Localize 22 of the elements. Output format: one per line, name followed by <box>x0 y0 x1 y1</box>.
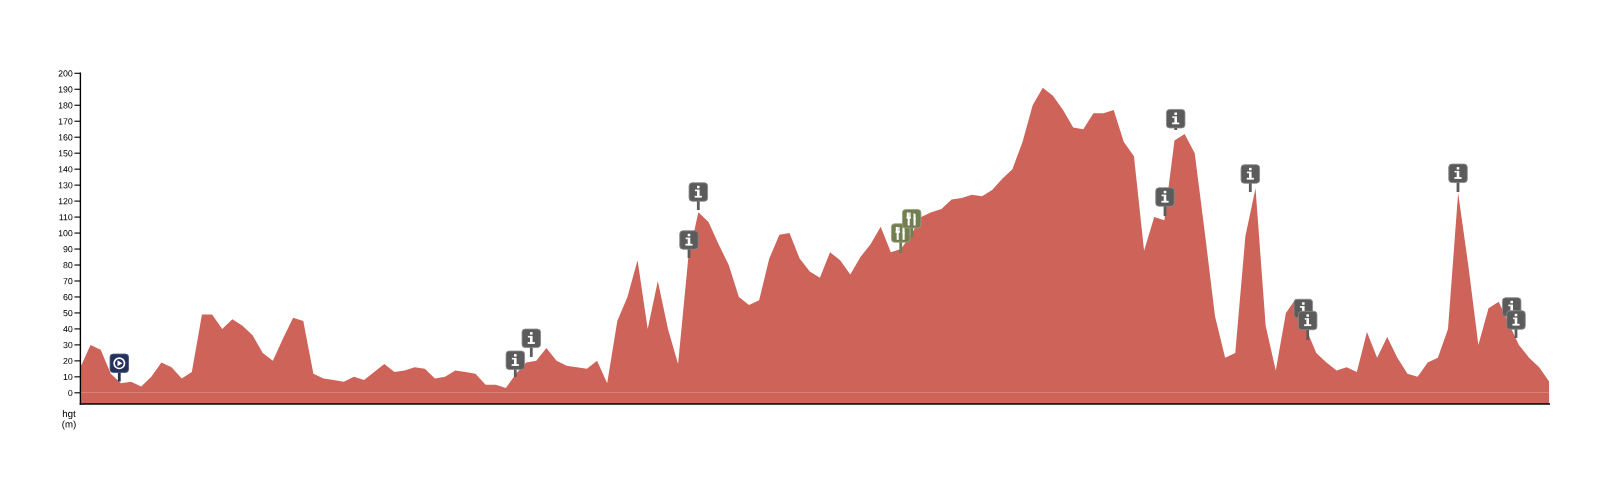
y-tick-label: 130 <box>58 182 73 189</box>
y-tick-label: 30 <box>63 341 73 349</box>
y-tick-label: 80 <box>63 262 73 269</box>
y-tick-label: 160 <box>58 134 73 141</box>
y-tick-label: 170 <box>58 118 73 125</box>
y-tick-label: 10 <box>63 373 73 381</box>
y-tick-label: 190 <box>58 86 73 93</box>
y-tick-label: 200 <box>58 70 73 77</box>
y-tick-label: 70 <box>63 278 73 285</box>
y-tick-label: 150 <box>58 150 73 157</box>
y-tick-label: 110 <box>59 214 73 221</box>
y-tick-label: 100 <box>58 230 73 237</box>
y-tick-label: 140 <box>58 166 73 173</box>
y-tick-label: 20 <box>63 357 73 365</box>
y-axis-title: hgt (m) <box>62 410 76 430</box>
y-tick-label: 90 <box>63 246 73 253</box>
y-tick-label: 60 <box>63 294 73 301</box>
y-tick-label: 50 <box>63 310 73 317</box>
y-tick-label: 120 <box>58 198 73 205</box>
y-tick-label: 0 <box>68 389 73 397</box>
y-tick-label: 180 <box>58 102 73 109</box>
y-tick-label: 40 <box>63 325 73 333</box>
